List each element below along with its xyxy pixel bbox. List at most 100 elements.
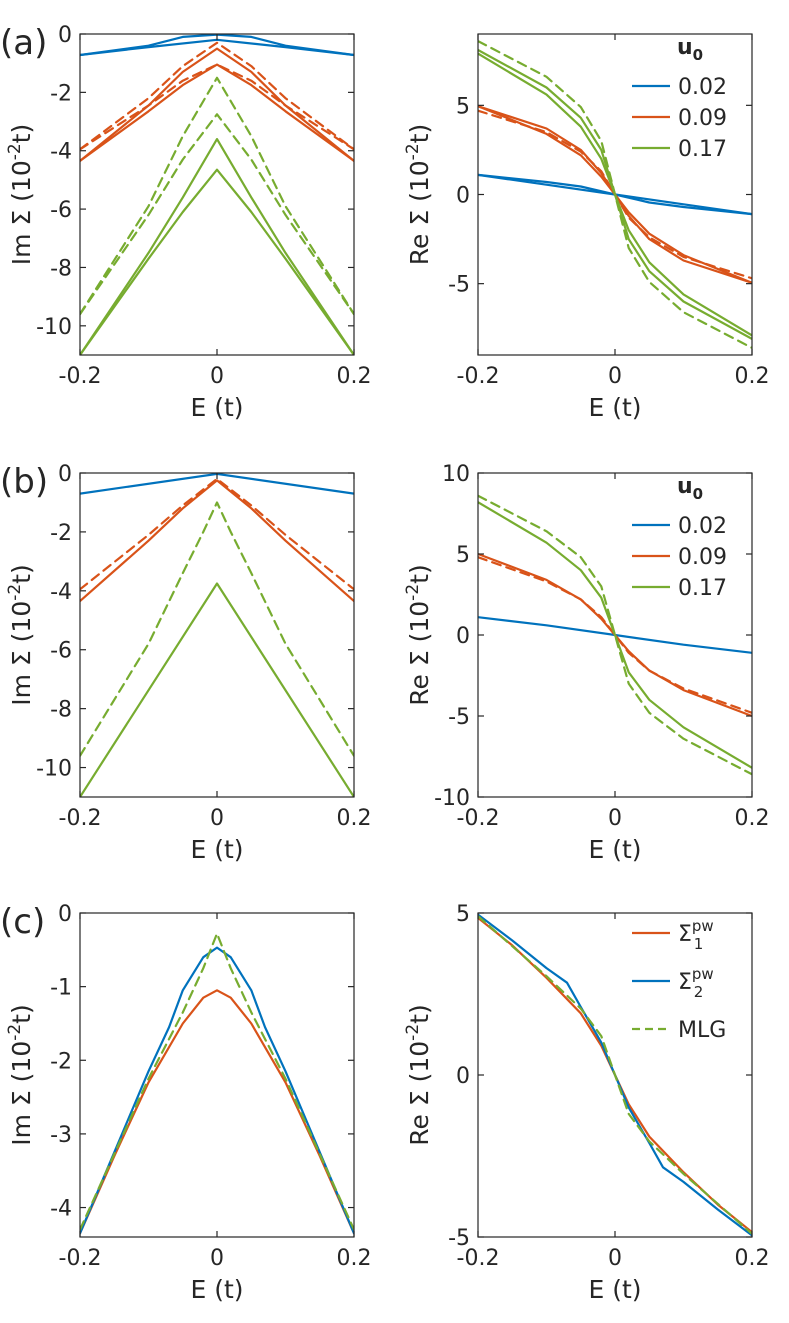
y-tick-label: 0 — [58, 23, 72, 48]
series-line-green-dashed-8 — [80, 113, 354, 316]
series-group — [80, 932, 354, 1235]
series-line-green-6 — [80, 168, 354, 355]
legend-title: u0 — [677, 35, 703, 64]
x-tick-label: 0.2 — [735, 1246, 770, 1271]
legend-entry-label: Σpw 1 — [678, 917, 714, 953]
legend: u0 0.02 0.09 0.17 — [632, 474, 727, 601]
y-tick-label: -3 — [50, 1123, 72, 1148]
chart-a-re: -0.2 0 0.2 5 0 -5 E (t) Re Σ (10-2t) u0 0.02 0.09 0… — [403, 33, 770, 422]
series-group — [478, 913, 752, 1237]
y-axis-label: Im Σ (10-2t) — [5, 564, 36, 706]
series-line-red-dashed-5 — [80, 41, 354, 151]
y-tick-label: -1 — [50, 976, 72, 1001]
legend-entry-label: 0.02 — [678, 514, 727, 539]
x-axis-label: E (t) — [588, 1275, 641, 1304]
series-line-green-dashed-9 — [80, 76, 354, 316]
x-tick-label: -0.2 — [457, 806, 500, 831]
x-tick-label: 0 — [608, 1246, 622, 1271]
legend: u0 0.02 0.09 0.17 — [632, 35, 727, 162]
y-tick-label: 0 — [456, 624, 470, 649]
x-tick-label: 0.2 — [337, 806, 372, 831]
panel-label: (c) — [0, 902, 45, 942]
series-line-green-dashed-7 — [478, 40, 752, 349]
legend-entry-label: 0.02 — [678, 75, 727, 100]
y-tick-label: -8 — [50, 256, 72, 281]
y-tick-label: 10 — [442, 462, 470, 487]
panel-label: (b) — [0, 462, 48, 502]
y-axis-label: Re Σ (10-2t) — [403, 564, 434, 705]
chart-c-im: -0.2 0 0.2 0 -1 -2 -3 -4 E (t) Im Σ (10-2t) (c) — [0, 902, 372, 1304]
chart-a-im: -0.2 0 0.2 0 -2 -4 -6 -8 -10 E (t) Im Σ (10-2t) (a) — [0, 23, 372, 422]
panel-label: (a) — [0, 23, 47, 63]
x-axis-label: E (t) — [190, 1275, 243, 1304]
legend-entry-label: Σpw 2 — [678, 965, 714, 1001]
legend-entry-label: 0.09 — [678, 106, 727, 131]
legend-entry-label: 0.17 — [678, 137, 727, 162]
series-line-green-dashed-2 — [80, 932, 354, 1231]
x-tick-label: 0 — [210, 364, 224, 389]
x-tick-label: 0 — [210, 806, 224, 831]
legend-title: u0 — [677, 474, 703, 503]
y-tick-label: -6 — [50, 639, 72, 664]
x-axis-label: E (t) — [190, 393, 243, 422]
y-tick-label: 0 — [456, 1064, 470, 1089]
y-axis-label: Im Σ (10-2t) — [5, 1004, 36, 1146]
y-tick-label: 5 — [456, 902, 470, 927]
y-tick-label: -10 — [434, 786, 470, 811]
y-tick-label: -10 — [36, 757, 72, 782]
series-group — [478, 40, 752, 349]
chart-b-im: -0.2 0 0.2 0 -2 -4 -6 -8 -10 E (t) Im Σ (10-2t) (b) — [0, 462, 372, 864]
series-line-green-dashed-4 — [80, 501, 354, 757]
series-line-green-3 — [478, 501, 752, 769]
series-line-red-dashed-4 — [80, 63, 354, 151]
y-tick-label: 0 — [456, 184, 470, 209]
x-tick-label: -0.2 — [59, 364, 102, 389]
series-group — [80, 473, 354, 797]
y-tick-label: -4 — [50, 1197, 72, 1222]
legend-entry-label: 0.09 — [678, 545, 727, 570]
axes-frame — [79, 472, 355, 798]
series-group — [80, 34, 354, 355]
series-line-red-dashed-2 — [80, 477, 354, 591]
y-tick-label: -4 — [50, 140, 72, 165]
y-tick-label: -2 — [50, 521, 72, 546]
series-line-red-0 — [80, 989, 354, 1235]
x-tick-label: 0.2 — [735, 364, 770, 389]
x-tick-label: -0.2 — [59, 1246, 102, 1271]
series-line-green-dashed-2 — [478, 915, 752, 1235]
y-axis-label: Re Σ (10-2t) — [403, 1004, 434, 1145]
y-tick-label: 5 — [456, 94, 470, 119]
series-line-red-2 — [80, 63, 354, 162]
x-tick-label: 0 — [608, 364, 622, 389]
y-tick-label: -2 — [50, 81, 72, 106]
legend-entry-label: 0.17 — [678, 576, 727, 601]
chart-c-re: -0.2 0 0.2 5 0 -5 E (t) Re Σ (10-2t) Σpw 1 Σpw 2 MLG — [403, 902, 770, 1304]
y-tick-label: -5 — [448, 705, 470, 730]
x-tick-label: -0.2 — [59, 806, 102, 831]
y-tick-label: -4 — [50, 580, 72, 605]
legend: Σpw 1 Σpw 2 MLG — [632, 917, 726, 1043]
x-tick-label: 0 — [210, 1246, 224, 1271]
y-axis-label: Im Σ (10-2t) — [5, 124, 36, 266]
x-tick-label: 0.2 — [337, 1246, 372, 1271]
x-axis-label: E (t) — [190, 835, 243, 864]
x-tick-label: 0.2 — [337, 364, 372, 389]
y-tick-label: -2 — [50, 1049, 72, 1074]
x-tick-label: -0.2 — [457, 1246, 500, 1271]
x-axis-label: E (t) — [588, 393, 641, 422]
axes-frame — [79, 33, 355, 356]
series-group — [478, 494, 752, 776]
y-tick-label: 0 — [58, 462, 72, 487]
series-line-red-1 — [80, 479, 354, 603]
series-line-green-dashed-4 — [478, 494, 752, 776]
series-line-green-7 — [80, 138, 354, 355]
series-line-blue-1 — [80, 946, 354, 1235]
axes-frame — [79, 912, 355, 1238]
y-tick-label: 5 — [456, 543, 470, 568]
legend-entry-label: MLG — [678, 1018, 726, 1043]
series-line-green-3 — [80, 582, 354, 797]
y-tick-label: -5 — [448, 1226, 470, 1251]
x-axis-label: E (t) — [588, 835, 641, 864]
y-tick-label: -6 — [50, 198, 72, 223]
